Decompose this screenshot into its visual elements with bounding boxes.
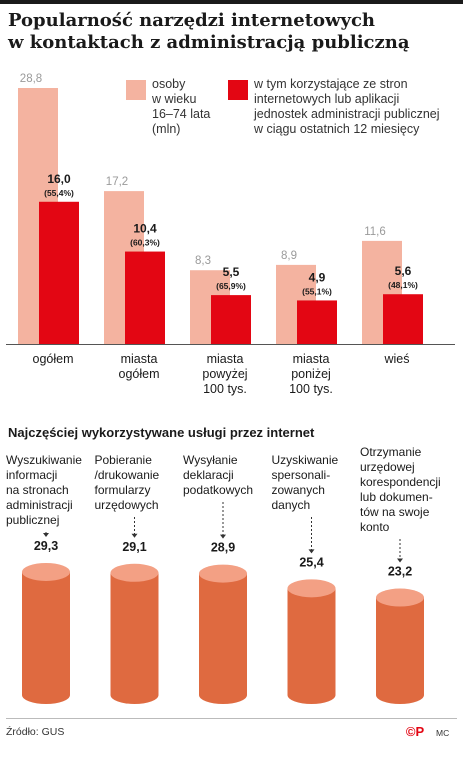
svg-text:©P: ©P (406, 724, 425, 739)
bar-users-percent: (60,3%) (130, 238, 160, 248)
service-label: Otrzymanie (360, 445, 422, 459)
service-label: na stronach (6, 483, 69, 497)
cylinder-body (199, 573, 247, 704)
legend-line: 16–74 lata (152, 107, 211, 121)
service-label: urzędowej (360, 460, 415, 474)
legend-line: w wieku (152, 92, 197, 106)
bar-users (39, 201, 79, 344)
cylinder-body (287, 588, 336, 704)
service-label: zowanych (272, 483, 325, 497)
chart-title-line: w kontaktach z administracją publiczną (8, 32, 410, 53)
category-label: 100 tys. (289, 382, 333, 396)
leader-arrow (308, 549, 315, 554)
source-note: Źródło: GUS (6, 726, 65, 738)
service-label: podatkowych (183, 483, 253, 497)
leader-arrow (131, 533, 138, 538)
category-label: miasta (293, 352, 330, 366)
service-label: spersonali- (272, 468, 331, 482)
leader-arrow (43, 532, 49, 537)
cylinder-top (287, 579, 336, 598)
service-label: Wysyłanie (183, 453, 238, 467)
service-label: Uzyskiwanie (272, 453, 339, 467)
category-label: miasta (121, 352, 158, 366)
service-label: administracji (6, 498, 73, 512)
category-label: poniżej (291, 367, 331, 381)
service-value: 29,3 (34, 539, 58, 553)
chart-title-line: Popularność narzędzi internetowych (8, 10, 376, 31)
bar-users-value: 4,9 (309, 270, 326, 284)
top-rule (0, 0, 463, 4)
service-value: 28,9 (211, 541, 235, 555)
bar-people-value: 11,6 (364, 226, 386, 238)
bar-users-value: 5,6 (395, 264, 412, 278)
section-title: Najczęściej wykorzystywane usługi przez … (8, 425, 315, 440)
bar-users (211, 295, 251, 344)
bar-users-percent: (65,9%) (216, 281, 246, 291)
leader-arrow (220, 534, 226, 539)
cylinder-top (110, 563, 159, 582)
bar-users-percent: (48,1%) (388, 280, 418, 290)
bar-users-percent: (55,4%) (44, 188, 74, 198)
category-label: miasta (207, 352, 244, 366)
bar-users-percent: (55,1%) (302, 286, 332, 296)
bar-people-value: 28,8 (20, 73, 42, 85)
service-label: publicznej (6, 513, 59, 527)
publisher-logo: ©P (406, 724, 425, 739)
legend-line: internetowych lub aplikacji (254, 92, 400, 106)
service-label: tów na swoje (360, 505, 430, 519)
service-label: konto (360, 520, 390, 534)
service-label: urzędowych (95, 498, 159, 512)
cylinder-body (376, 597, 424, 704)
bar-people-value: 8,9 (281, 250, 297, 262)
service-label: informacji (6, 468, 57, 482)
leader-arrow (397, 558, 403, 563)
legend-line: osoby (152, 77, 186, 91)
service-value: 29,1 (122, 540, 146, 554)
service-label: lub dokumen- (360, 490, 433, 504)
legend-swatch-people (126, 80, 146, 100)
legend-line: (mln) (152, 122, 181, 136)
author-initials: MC (436, 728, 450, 738)
service-value: 23,2 (388, 565, 412, 579)
service-label: /drukowanie (95, 468, 160, 482)
category-label: wieś (383, 352, 409, 366)
cylinder-top (376, 588, 424, 607)
legend-label-users: w tym korzystające ze stron internetowyc… (254, 77, 440, 137)
service-label: danych (272, 498, 311, 512)
category-label: ogółem (33, 352, 74, 366)
bar-users (383, 294, 423, 344)
cylinder-body (22, 571, 70, 704)
service-label: formularzy (95, 483, 151, 497)
cylinder-body (110, 572, 159, 704)
bar-people-value: 8,3 (195, 255, 211, 267)
bar-users (125, 251, 165, 344)
legend-line: jednostek administracji publicznej (254, 107, 440, 121)
legend-label-people: osoby w wieku 16–74 lata (mln) (152, 77, 210, 137)
bar-users (297, 300, 337, 344)
bar-users-value: 5,5 (223, 265, 240, 279)
bar-users-value: 10,4 (133, 222, 157, 236)
category-label: powyżej (202, 367, 247, 381)
service-value: 25,4 (299, 555, 323, 569)
bar-people-value: 17,2 (106, 176, 128, 188)
legend-line: w ciągu ostatnich 12 miesięcy (254, 122, 420, 136)
service-label: deklaracji (183, 468, 234, 482)
bar-users-value: 16,0 (47, 172, 71, 186)
service-label: korespondencji (360, 475, 441, 489)
chart-title: Popularność narzędzi internetowych w kon… (8, 10, 453, 54)
legend-line: w tym korzystające ze stron (254, 77, 408, 91)
category-label: 100 tys. (203, 382, 247, 396)
cylinder-top (22, 562, 70, 581)
service-label: Wyszukiwanie (6, 453, 82, 467)
category-label: ogółem (119, 367, 160, 381)
service-label: Pobieranie (95, 453, 153, 467)
legend-swatch-users (228, 80, 248, 100)
cylinder-top (199, 564, 247, 583)
